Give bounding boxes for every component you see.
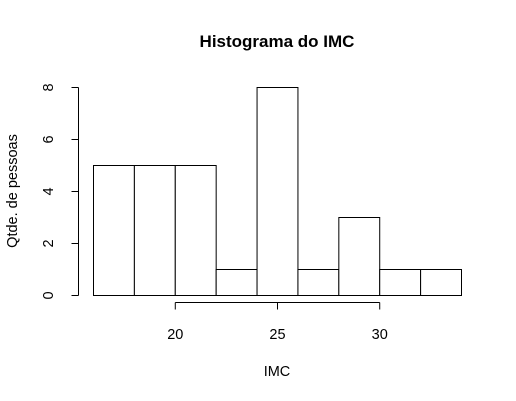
histogram-bar-2 — [133, 165, 176, 296]
y-tick-label-0: 0 — [41, 291, 57, 299]
y-tick-label-2: 2 — [41, 239, 57, 247]
x-tick-label-25: 25 — [269, 327, 285, 343]
y-tick-label-6: 6 — [41, 135, 57, 143]
histogram-bar-1 — [93, 165, 135, 296]
chart-title: Histograma do IMC — [200, 32, 355, 51]
y-axis-label: Qtde. de pessoas — [5, 134, 21, 248]
histogram-bar-7 — [338, 217, 381, 296]
y-tick-label-4: 4 — [41, 187, 57, 195]
x-tick-label-20: 20 — [167, 327, 183, 343]
x-axis-label: IMC — [264, 364, 291, 380]
y-axis: 0 2 4 6 8 — [41, 83, 79, 300]
histogram-bar-4 — [215, 269, 258, 296]
histogram-bar-3 — [174, 165, 217, 296]
x-axis: 20 25 30 — [167, 302, 388, 343]
histogram-bar-5 — [256, 87, 299, 296]
histogram-bar-6 — [297, 269, 340, 296]
histogram-bar-8 — [379, 269, 422, 296]
x-tick-label-30: 30 — [372, 327, 388, 343]
y-tick-label-8: 8 — [41, 83, 57, 91]
bars-layer — [93, 87, 463, 296]
histogram-bar-9 — [420, 269, 463, 296]
